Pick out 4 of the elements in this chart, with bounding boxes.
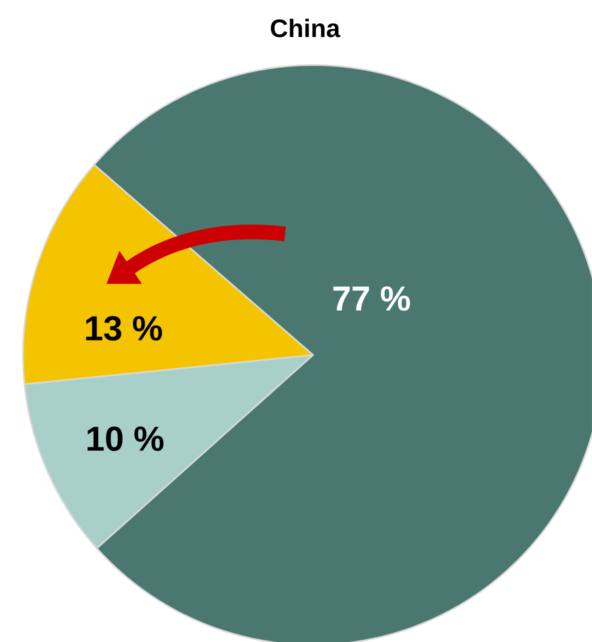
chart-title: China	[270, 18, 340, 38]
data-label: 13 %	[86, 316, 162, 341]
data-label: 10 %	[88, 426, 164, 452]
data-label: 77 %	[333, 286, 410, 311]
